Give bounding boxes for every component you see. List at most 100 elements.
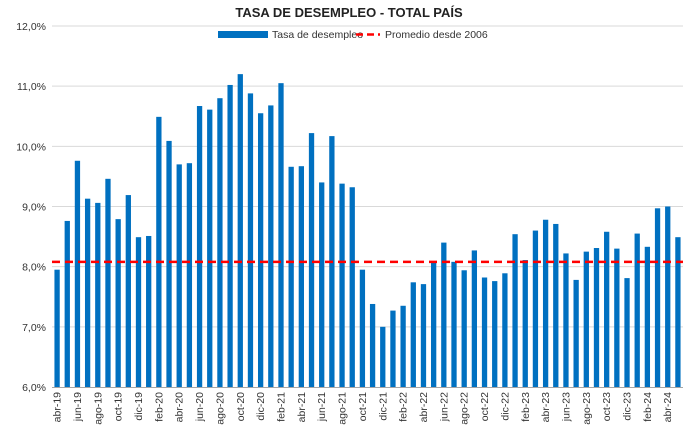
x-tick-label: jun-20 [194, 392, 206, 422]
x-tick-label: oct-20 [235, 392, 247, 421]
bar [339, 183, 345, 387]
y-tick-label: 12,0% [16, 21, 46, 33]
bar [237, 74, 243, 387]
legend: Tasa de desempleo Promedio desde 2006 [218, 29, 488, 41]
y-tick-label: 11,0% [17, 81, 46, 93]
bar [583, 251, 589, 388]
bar [186, 163, 193, 387]
bar [400, 305, 406, 387]
x-tick-label: ago-20 [214, 392, 226, 425]
bar [95, 202, 101, 387]
bar [614, 248, 620, 387]
x-tick-label: oct-22 [479, 392, 491, 421]
x-tick-label: jun-23 [560, 392, 572, 422]
bar [54, 269, 60, 387]
bar [176, 164, 182, 387]
x-tick-label: oct-19 [113, 392, 125, 421]
bar [74, 160, 81, 387]
bar [298, 166, 304, 387]
bar [146, 235, 152, 387]
x-tick-label: dic-21 [377, 392, 389, 421]
x-tick-label: abr-19 [52, 392, 64, 423]
bar [410, 282, 416, 387]
y-axis-ticks: 6,0% 7,0% 8,0% 9,0% 10,0% 11,0% 12,0% [16, 21, 46, 394]
x-tick-label: ago-23 [581, 392, 593, 425]
bar [593, 248, 600, 387]
x-tick-label: jun-21 [316, 392, 328, 422]
bar [247, 93, 254, 387]
bar [665, 206, 671, 387]
x-tick-label: dic-19 [133, 392, 145, 421]
x-tick-label: oct-21 [357, 392, 369, 421]
x-tick-label: feb-20 [153, 392, 165, 422]
x-tick-label: abr-22 [418, 392, 430, 423]
bar [471, 250, 478, 387]
x-tick-label: ago-21 [337, 392, 349, 425]
bar [227, 84, 233, 388]
legend-swatch-bars [218, 31, 268, 38]
bar [675, 237, 681, 387]
x-tick-label: ago-22 [459, 392, 471, 425]
bar [390, 310, 396, 387]
bar [624, 278, 630, 387]
x-tick-label: jun-19 [72, 392, 84, 422]
bar [217, 98, 223, 387]
x-tick-label: feb-24 [642, 392, 654, 422]
x-tick-label: jun-22 [438, 392, 450, 422]
bar [308, 133, 315, 387]
bar [492, 281, 498, 387]
bar [522, 260, 528, 387]
bar [156, 116, 162, 387]
bar [380, 326, 386, 387]
bar [115, 219, 121, 387]
y-tick-label: 7,0% [22, 322, 46, 334]
x-tick-label: dic-22 [499, 392, 511, 421]
y-tick-label: 8,0% [22, 262, 46, 274]
x-tick-label: ago-19 [92, 392, 104, 425]
bar [257, 113, 264, 388]
bar [278, 83, 284, 387]
bar [268, 105, 274, 388]
bar [654, 208, 661, 387]
x-tick-label: oct-23 [601, 392, 613, 421]
bar [319, 182, 325, 387]
legend-label-average: Promedio desde 2006 [385, 29, 488, 41]
bar [604, 231, 610, 387]
bar [359, 269, 366, 387]
x-tick-label: abr-23 [540, 392, 552, 423]
bar [288, 166, 294, 387]
x-tick-label: feb-21 [275, 392, 287, 422]
bar [542, 219, 549, 387]
bar [431, 262, 437, 387]
x-tick-label: feb-22 [398, 392, 410, 422]
bars [54, 74, 681, 388]
y-tick-label: 10,0% [16, 141, 46, 153]
x-tick-label: abr-24 [662, 392, 674, 423]
bar [502, 273, 508, 387]
y-tick-label: 6,0% [22, 382, 46, 394]
x-tick-label: feb-23 [520, 392, 532, 422]
x-tick-label: dic-20 [255, 392, 267, 421]
x-tick-label: abr-20 [174, 392, 186, 423]
bar [461, 270, 467, 387]
bar [166, 140, 172, 387]
x-tick-label: abr-21 [296, 392, 308, 423]
bar [196, 106, 203, 388]
bar [349, 187, 355, 387]
bar [207, 109, 213, 387]
bar [481, 277, 488, 387]
chart-title: TASA DE DESEMPLEO - TOTAL PAÍS [235, 5, 463, 20]
bar [451, 261, 457, 387]
legend-label-bars: Tasa de desempleo [272, 29, 363, 41]
bar [369, 303, 376, 387]
bar [573, 279, 579, 387]
bar [512, 234, 518, 387]
x-axis-ticks: abr-19 jun-19 ago-19 oct-19 dic-19 feb-20 abr-… [52, 392, 675, 425]
bar [441, 242, 447, 387]
bar [105, 178, 111, 387]
x-tick-label: dic-23 [622, 392, 634, 421]
y-tick-label: 9,0% [22, 202, 46, 214]
bar [64, 220, 70, 387]
